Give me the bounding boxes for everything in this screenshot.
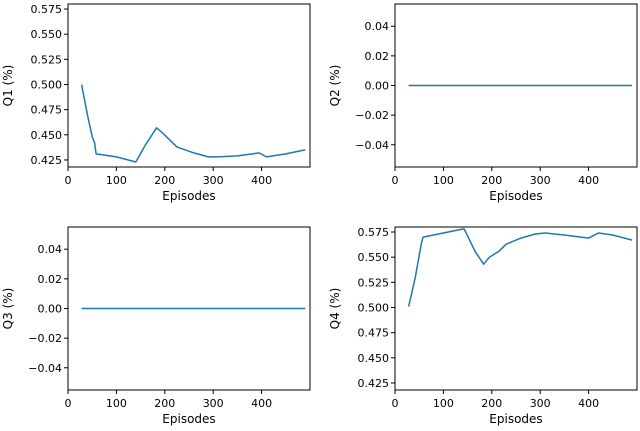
x-tick-label: 100 xyxy=(433,174,454,187)
y-tick-label: 0.450 xyxy=(358,352,390,365)
x-axis-label: Episodes xyxy=(162,412,215,426)
subplot-q1: 0 100 200 300 400 0.425 0.450 0.475 0.500 0.525 0.… xyxy=(1,3,311,203)
y-tick-label: 0.450 xyxy=(31,129,63,142)
x-tick-label: 0 xyxy=(392,174,399,187)
y-tick-label: −0.02 xyxy=(28,332,62,345)
x-axis-label: Episodes xyxy=(162,189,215,203)
y-tick-label: 0.425 xyxy=(31,154,63,167)
x-tick-label: 300 xyxy=(203,174,224,187)
y-tick-label: 0.475 xyxy=(358,327,390,340)
x-tick-label: 400 xyxy=(578,397,599,410)
x-tick-label: 200 xyxy=(481,174,502,187)
y-tick-label: −0.04 xyxy=(28,362,62,375)
x-tick-label: 0 xyxy=(65,397,72,410)
y-tick-label: 0.00 xyxy=(365,80,390,93)
y-tick-label: −0.04 xyxy=(355,139,389,152)
subplot-q2: 0 100 200 300 400 −0.04 −0.02 0.00 0.02 0.04 Episo… xyxy=(328,3,638,203)
y-tick-label: 0.02 xyxy=(38,273,63,286)
y-axis-label: Q4 (%) xyxy=(328,288,342,330)
x-tick-label: 400 xyxy=(251,174,272,187)
series-line xyxy=(407,228,633,307)
series-line xyxy=(80,84,306,163)
x-tick-label: 200 xyxy=(154,174,175,187)
y-tick-label: 0.500 xyxy=(358,301,390,314)
x-tick-label: 200 xyxy=(154,397,175,410)
plot-frame xyxy=(67,3,311,168)
y-tick-label: 0.525 xyxy=(31,53,63,66)
y-tick-label: 0.02 xyxy=(365,50,390,63)
x-tick-label: 100 xyxy=(106,174,127,187)
x-tick-label: 100 xyxy=(433,397,454,410)
subplot-q4: 0 100 200 300 400 0.425 0.450 0.475 0.500 0.525 0.… xyxy=(328,226,638,426)
y-tick-label: 0.425 xyxy=(358,377,390,390)
subplot-q3: 0 100 200 300 400 −0.04 −0.02 0.00 0.02 0.04 Episo… xyxy=(1,226,311,426)
y-tick-label: 0.04 xyxy=(365,20,390,33)
x-tick-label: 0 xyxy=(65,174,72,187)
y-tick-label: 0.500 xyxy=(31,78,63,91)
x-tick-label: 300 xyxy=(530,174,551,187)
y-tick-label: 0.575 xyxy=(31,3,63,16)
y-axis-label: Q1 (%) xyxy=(1,65,15,107)
x-tick-label: 300 xyxy=(530,397,551,410)
y-tick-label: 0.00 xyxy=(38,303,63,316)
x-tick-label: 200 xyxy=(481,397,502,410)
x-axis-label: Episodes xyxy=(489,412,542,426)
x-tick-label: 100 xyxy=(106,397,127,410)
x-axis-label: Episodes xyxy=(489,189,542,203)
y-tick-label: 0.04 xyxy=(38,243,63,256)
y-axis-label: Q3 (%) xyxy=(1,288,15,330)
x-tick-label: 0 xyxy=(392,397,399,410)
y-tick-label: 0.475 xyxy=(31,104,63,117)
y-axis-label: Q2 (%) xyxy=(328,65,342,107)
x-tick-label: 400 xyxy=(251,397,272,410)
y-tick-label: 0.575 xyxy=(358,226,390,239)
x-tick-label: 300 xyxy=(203,397,224,410)
y-tick-label: 0.525 xyxy=(358,276,390,289)
plot-frame xyxy=(394,226,638,391)
y-tick-label: −0.02 xyxy=(355,109,389,122)
y-tick-label: 0.550 xyxy=(31,28,63,41)
x-tick-label: 400 xyxy=(578,174,599,187)
y-tick-label: 0.550 xyxy=(358,251,390,264)
